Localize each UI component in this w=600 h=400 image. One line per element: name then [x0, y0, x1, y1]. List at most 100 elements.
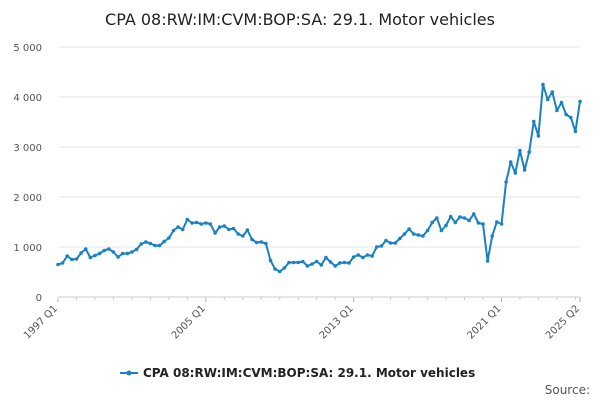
data-point[interactable] — [102, 248, 106, 253]
data-point[interactable] — [83, 247, 88, 251]
data-point[interactable] — [296, 260, 301, 265]
data-point[interactable] — [411, 232, 416, 236]
data-point[interactable] — [472, 212, 476, 216]
data-point[interactable] — [213, 231, 217, 235]
data-point[interactable] — [527, 150, 531, 154]
data-point[interactable] — [116, 255, 120, 259]
data-point[interactable] — [430, 220, 435, 225]
data-point[interactable] — [398, 236, 402, 241]
data-point[interactable] — [287, 260, 291, 265]
data-point[interactable] — [282, 266, 287, 270]
data-point[interactable] — [541, 82, 545, 87]
data-point[interactable] — [495, 220, 499, 224]
data-point[interactable] — [190, 221, 194, 225]
data-point[interactable] — [176, 225, 180, 229]
data-point[interactable] — [361, 255, 365, 260]
data-point[interactable] — [305, 264, 310, 268]
data-point[interactable] — [439, 228, 444, 233]
data-point[interactable] — [93, 253, 97, 258]
data-point[interactable] — [578, 99, 582, 104]
data-point[interactable] — [227, 227, 231, 232]
data-point[interactable] — [555, 108, 559, 113]
data-point[interactable] — [204, 221, 208, 225]
data-point[interactable] — [333, 264, 338, 268]
data-point[interactable] — [70, 257, 74, 262]
data-point[interactable] — [532, 119, 536, 124]
data-point[interactable] — [444, 223, 448, 228]
data-point[interactable] — [416, 233, 421, 237]
data-point[interactable] — [60, 261, 65, 265]
data-point[interactable] — [384, 238, 388, 243]
data-point[interactable] — [134, 247, 139, 252]
legend[interactable]: CPA 08:RW:IM:CVM:BOP:SA: 29.1. Motor veh… — [120, 366, 475, 380]
data-point[interactable] — [485, 259, 490, 263]
data-point[interactable] — [476, 221, 481, 225]
data-point[interactable] — [490, 234, 495, 238]
data-point[interactable] — [264, 241, 268, 246]
data-point[interactable] — [153, 243, 157, 248]
data-point[interactable] — [208, 222, 213, 226]
data-point[interactable] — [421, 234, 425, 238]
data-point[interactable] — [130, 250, 134, 254]
data-point[interactable] — [277, 269, 282, 274]
data-point[interactable] — [388, 241, 393, 245]
data-point[interactable] — [328, 260, 333, 264]
data-point[interactable] — [481, 222, 485, 226]
data-point[interactable] — [56, 262, 60, 267]
data-point[interactable] — [365, 253, 370, 257]
data-point[interactable] — [199, 222, 203, 226]
data-point[interactable] — [144, 240, 148, 244]
data-point[interactable] — [241, 234, 245, 238]
data-point[interactable] — [314, 259, 319, 264]
data-point[interactable] — [499, 222, 504, 226]
data-point[interactable] — [245, 228, 250, 232]
data-point[interactable] — [573, 129, 578, 134]
data-point[interactable] — [448, 214, 453, 219]
data-point[interactable] — [185, 217, 190, 222]
data-point[interactable] — [273, 267, 277, 271]
data-point[interactable] — [268, 258, 273, 263]
data-point[interactable] — [564, 112, 568, 117]
data-point[interactable] — [374, 245, 379, 249]
data-point[interactable] — [301, 259, 305, 264]
data-point[interactable] — [254, 240, 259, 245]
data-point[interactable] — [171, 228, 176, 233]
data-point[interactable] — [569, 115, 573, 120]
data-point[interactable] — [120, 251, 125, 256]
data-point[interactable] — [425, 228, 430, 233]
data-point[interactable] — [97, 251, 102, 256]
data-point[interactable] — [65, 254, 69, 258]
data-point[interactable] — [79, 251, 83, 255]
data-point[interactable] — [342, 260, 347, 265]
data-point[interactable] — [310, 262, 314, 266]
data-point[interactable] — [508, 160, 513, 164]
data-point[interactable] — [402, 232, 407, 236]
data-point[interactable] — [324, 255, 328, 260]
data-point[interactable] — [536, 134, 541, 138]
data-point[interactable] — [148, 241, 153, 246]
source-label[interactable]: Source: — [545, 383, 590, 397]
data-point[interactable] — [550, 90, 555, 94]
data-point[interactable] — [107, 247, 111, 251]
data-point[interactable] — [194, 220, 199, 225]
data-point[interactable] — [356, 253, 361, 257]
data-point[interactable] — [231, 226, 236, 231]
data-point[interactable] — [180, 227, 185, 232]
data-point[interactable] — [88, 255, 93, 260]
data-point[interactable] — [467, 218, 471, 223]
data-point[interactable] — [167, 236, 171, 240]
data-point[interactable] — [291, 260, 296, 265]
data-point[interactable] — [370, 254, 374, 258]
data-point[interactable] — [518, 148, 522, 153]
data-point[interactable] — [458, 215, 462, 219]
data-point[interactable] — [393, 241, 398, 245]
data-point[interactable] — [435, 216, 439, 220]
data-point[interactable] — [157, 243, 162, 248]
data-point[interactable] — [462, 216, 467, 220]
data-point[interactable] — [217, 225, 222, 229]
data-point[interactable] — [351, 255, 356, 259]
data-point[interactable] — [545, 97, 550, 102]
data-point[interactable] — [74, 257, 79, 261]
data-point[interactable] — [250, 237, 254, 242]
data-point[interactable] — [379, 244, 384, 248]
